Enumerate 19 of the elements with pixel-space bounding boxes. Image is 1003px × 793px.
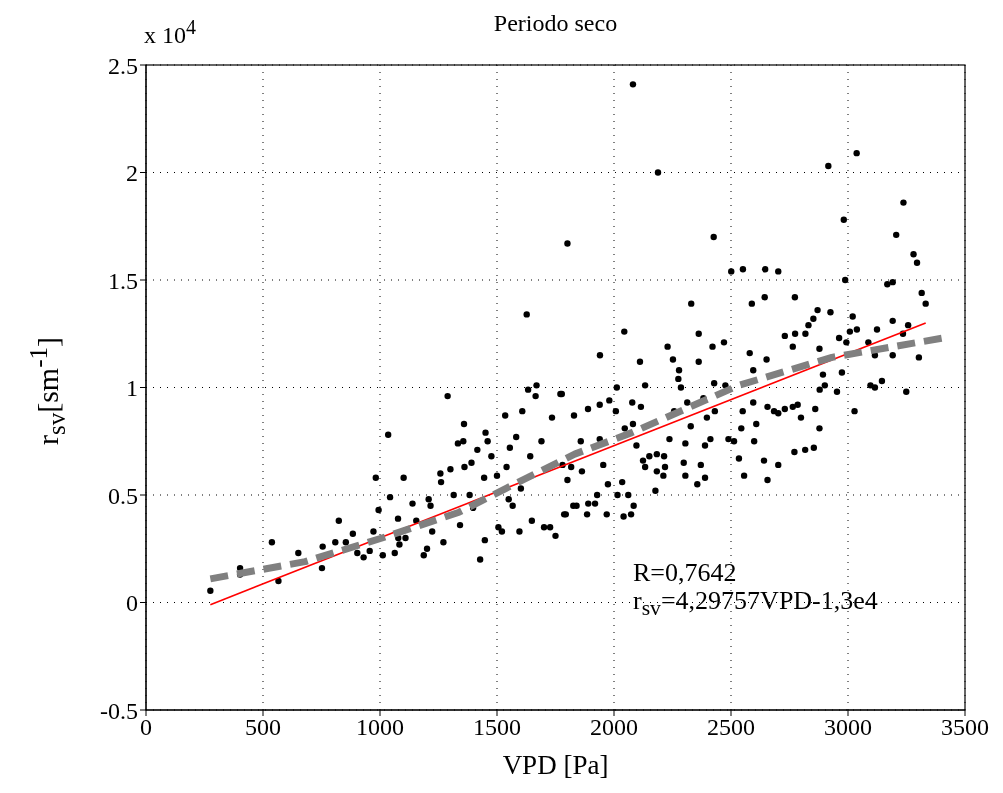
- x-tick-label: 3500: [941, 714, 989, 741]
- y-tick-label: -0.5: [100, 697, 138, 724]
- y-tick-label: 2.5: [108, 52, 138, 79]
- x-tick-label: 1000: [356, 714, 404, 741]
- annotation: R=0,7642: [633, 558, 737, 588]
- x-tick-label: 2000: [590, 714, 638, 741]
- y-tick-label: 1: [126, 375, 138, 402]
- x-tick-label: 500: [245, 714, 281, 741]
- annotation: r$_{sv}$=4,29757VPD-1,3e4: [633, 586, 878, 622]
- x-tick-label: 3000: [824, 714, 872, 741]
- y-tick-label: 0.5: [108, 482, 138, 509]
- x-tick-label: 1500: [473, 714, 521, 741]
- chart-title: Periodo seco: [493, 10, 618, 36]
- y-tick-label: 2: [126, 160, 138, 187]
- y-tick-label: 1.5: [108, 267, 138, 294]
- x-tick-label: 2500: [707, 714, 755, 741]
- x-axis-title: VPD [Pa]: [501, 750, 610, 781]
- text: x 10$^{4}$: [144, 16, 196, 49]
- y-tick-label: 0: [126, 590, 138, 617]
